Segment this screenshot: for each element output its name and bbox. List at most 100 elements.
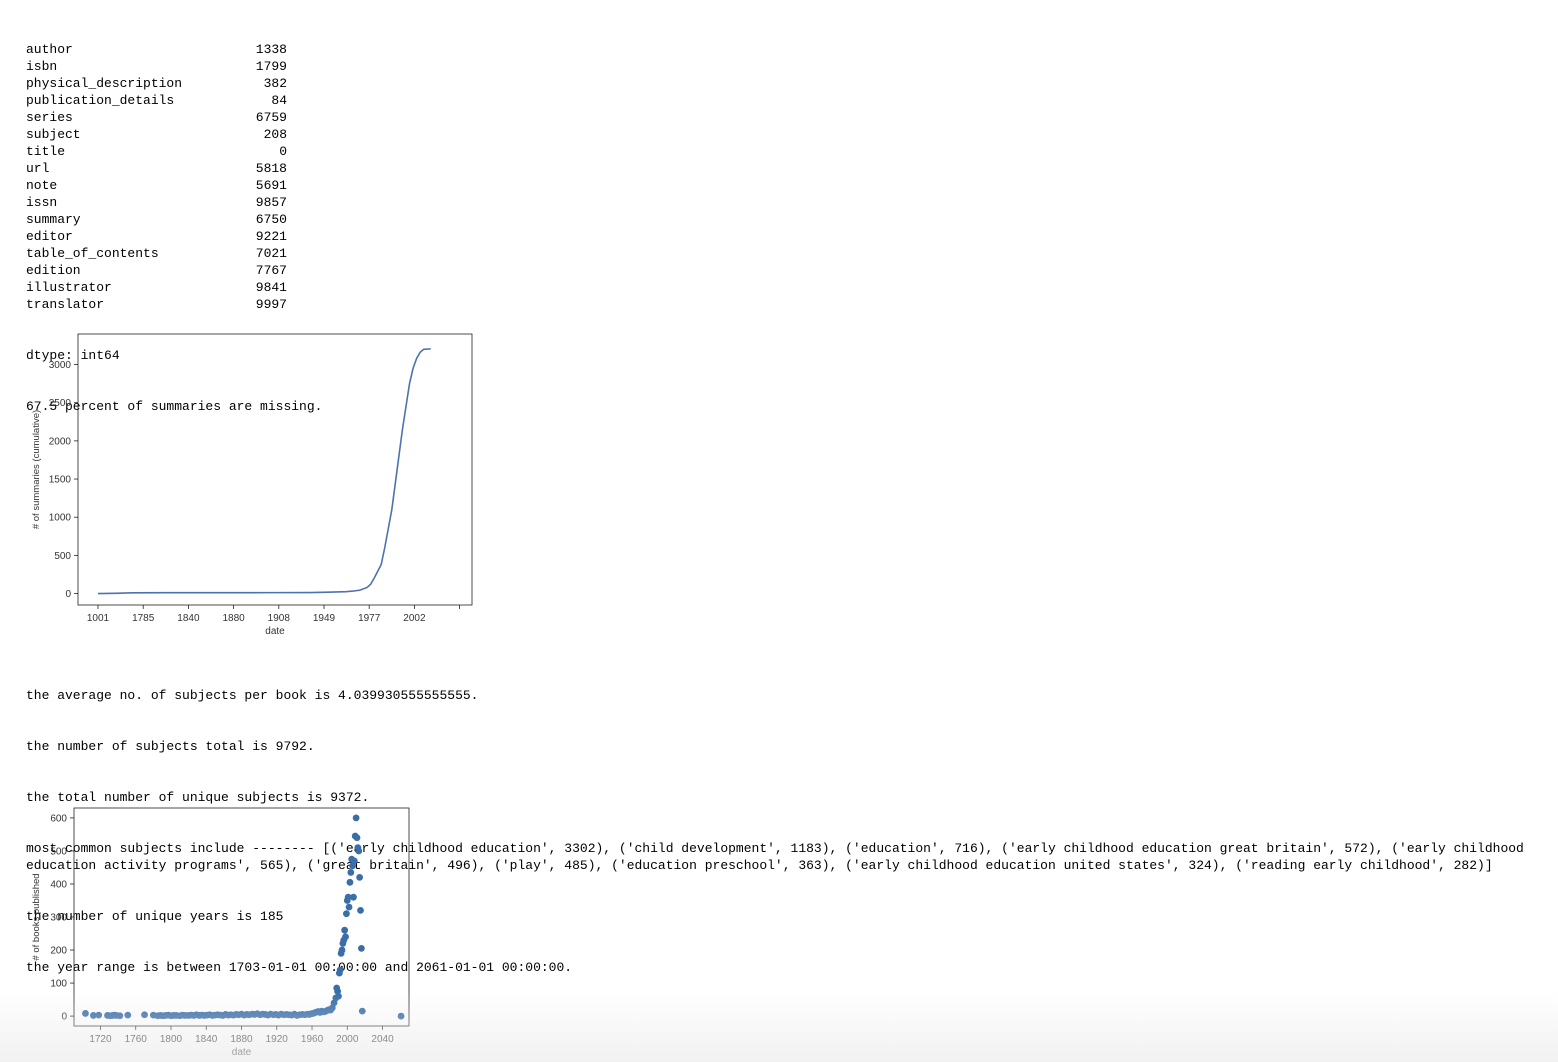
field-missing-count: 208 <box>263 127 287 142</box>
field-missing-count: 84 <box>271 93 287 108</box>
common-subjects-line: most common subjects include -------- [(… <box>26 841 1532 873</box>
field-name: series <box>26 110 73 125</box>
field-name: author <box>26 42 73 57</box>
y-tick-label: 200 <box>50 946 67 957</box>
x-axis-label: date <box>265 626 285 637</box>
field-missing-count: 0 <box>279 144 287 159</box>
y-tick-label: 600 <box>50 813 67 824</box>
year-range-line: the year range is between 1703-01-01 00:… <box>26 960 573 975</box>
series-line <box>97 348 431 595</box>
field-name: translator <box>26 297 105 312</box>
field-missing-count: 5691 <box>255 178 287 193</box>
data-point <box>357 944 365 952</box>
cumulative-summaries-chart: 0 500 1000 1500 2000 2500 3000 1001 1785 1840 1880… <box>31 333 473 637</box>
data-point <box>82 1010 89 1017</box>
field-name: isbn <box>26 59 58 74</box>
y-tick-label: 2500 <box>49 398 72 409</box>
field-missing-count: 5818 <box>255 161 287 176</box>
missing-row-editor: editor 9221 <box>26 228 322 245</box>
field-name: illustrator <box>26 280 112 295</box>
total-subjects-line: the number of subjects total is 9792. <box>26 739 315 754</box>
data-point <box>335 992 342 1000</box>
x-tick-label: 1840 <box>195 1034 218 1045</box>
field-missing-count: 7021 <box>255 246 287 261</box>
missing-row-translator: translator 9997 <box>26 296 322 313</box>
missing-row-summary: summary 6750 <box>26 211 322 228</box>
y-tick-label: 2000 <box>49 436 72 447</box>
y-axis-label: # of summaries (cumulative) <box>31 410 42 529</box>
data-point <box>345 903 353 911</box>
y-tick-label: 1000 <box>49 513 72 524</box>
data-point <box>358 1007 366 1015</box>
x-tick-label: 1785 <box>132 613 155 624</box>
x-axis-label: date <box>232 1047 252 1058</box>
data-point <box>347 869 355 876</box>
data-point <box>343 910 350 918</box>
missing-row-series: series 6759 <box>26 109 322 126</box>
field-missing-count: 7767 <box>255 263 287 278</box>
field-name: title <box>26 144 66 159</box>
unique-years-line: the number of unique years is 185 <box>26 909 284 924</box>
missing-row-publication_details: publication_details 84 <box>26 92 322 109</box>
dtype-line: dtype: int64 <box>26 348 120 363</box>
missing-row-author: author 1338 <box>26 41 322 58</box>
subjects-output: the average no. of subjects per book is … <box>26 653 1536 993</box>
field-missing-count: 382 <box>263 76 287 91</box>
missing-row-edition: edition 7767 <box>26 262 322 279</box>
missing-row-note: note 5691 <box>26 177 322 194</box>
data-point <box>357 906 364 914</box>
field-name: editor <box>26 229 73 244</box>
y-tick-label: 100 <box>50 979 67 990</box>
x-tick-label: 2000 <box>336 1034 359 1045</box>
missing-row-illustrator: illustrator 9841 <box>26 279 322 296</box>
y-tick-label: 500 <box>54 551 71 562</box>
missing-row-title: title 0 <box>26 143 322 160</box>
y-tick-label: 0 <box>61 1012 67 1023</box>
missing-row-subject: subject 208 <box>26 126 322 143</box>
data-point <box>397 1012 405 1020</box>
data-point <box>95 1011 103 1019</box>
field-name: subject <box>26 127 81 142</box>
missing-row-issn: issn 9857 <box>26 194 322 211</box>
field-name: issn <box>26 195 58 210</box>
y-tick-label: 400 <box>50 879 67 890</box>
field-missing-count: 9841 <box>255 280 287 295</box>
plot-frame <box>73 807 410 1027</box>
x-tick-label: 1920 <box>266 1034 289 1045</box>
field-missing-count: 9857 <box>255 195 287 210</box>
field-name: table_of_contents <box>26 246 159 261</box>
missing-row-physical_description: physical_description 382 <box>26 75 322 92</box>
data-point <box>353 834 361 842</box>
y-tick-label: 3000 <box>49 360 72 371</box>
data-point <box>352 814 360 822</box>
unique-subjects-line: the total number of unique subjects is 9… <box>26 790 370 805</box>
data-point <box>124 1011 132 1019</box>
x-tick-label: 1880 <box>230 1034 253 1045</box>
avg-subjects-line: the average no. of subjects per book is … <box>26 688 479 703</box>
field-missing-count: 6750 <box>255 212 287 227</box>
missing-row-isbn: isbn 1799 <box>26 58 322 75</box>
data-point <box>338 946 346 954</box>
data-point <box>350 857 358 865</box>
x-tick-label: 1977 <box>358 613 381 624</box>
field-name: summary <box>26 212 81 227</box>
field-name: note <box>26 178 58 193</box>
field-missing-count: 9221 <box>255 229 287 244</box>
field-name: edition <box>26 263 81 278</box>
x-tick-label: 1960 <box>301 1034 324 1045</box>
data-point <box>336 966 344 974</box>
books-published-chart: 0 100 200 300 400 500 600 1720 1760 1800 1840 1880 1… <box>31 807 410 1058</box>
y-axis-label: # of books published <box>31 873 42 960</box>
data-point <box>346 878 354 886</box>
data-point <box>342 933 349 941</box>
field-name: publication_details <box>26 93 175 108</box>
y-tick-label: 500 <box>50 846 67 857</box>
missing-counts-table: author 1338 isbn 1799 physical_description 38… <box>26 41 322 313</box>
field-name: physical_description <box>26 76 183 91</box>
x-tick-label: 1949 <box>313 613 336 624</box>
x-tick-label: 2040 <box>371 1034 394 1045</box>
x-tick-label: 1800 <box>160 1034 183 1045</box>
field-missing-count: 9997 <box>255 297 287 312</box>
field-missing-count: 1338 <box>255 42 287 57</box>
data-point <box>341 926 349 934</box>
